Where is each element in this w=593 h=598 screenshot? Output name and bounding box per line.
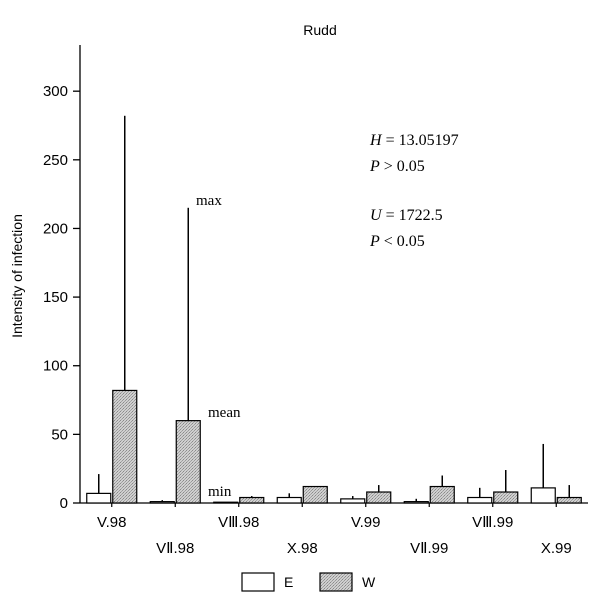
y-tick-label: 0 [60,495,68,512]
annotation-mean: mean [208,405,241,421]
legend-label-w: W [362,574,376,590]
bar-w [302,485,328,504]
x-tick-label: V.98 [97,514,126,531]
bar-w [556,496,582,504]
y-tick-label: 150 [43,289,68,306]
x-tick-label: VⅢ.98 [218,514,259,531]
chart-title: Rudd [303,22,336,38]
y-tick-label: 250 [43,152,68,169]
x-tick-label: VⅡ.98 [156,540,194,557]
annotation-max: max [196,193,222,209]
x-tick-label: X.98 [287,540,318,557]
bar-w [175,420,201,504]
y-tick-label: 50 [51,426,68,443]
stat-p2: P < 0.05 [369,233,425,250]
bar-e [467,496,493,504]
bar-e [149,501,175,504]
x-tick-label: VⅡ.99 [410,540,448,557]
legend-swatch-e [241,572,275,592]
legend-swatch-w [319,572,353,592]
y-tick-label: 100 [43,358,68,375]
bars [86,115,582,504]
x-tick-label: VⅢ.99 [472,514,513,531]
bar-w [429,485,455,504]
bar-e [530,487,556,504]
stat-p1-label: P [369,158,380,175]
statistics: H = 13.05197 P > 0.05 U = 1722.5 P < 0.0… [369,132,459,250]
bar-e [403,501,429,504]
stat-p2-value: < 0.05 [380,233,425,250]
stat-h-value: = 13.05197 [382,132,459,149]
stat-h-label: H [369,132,383,149]
x-tick-label: X.99 [541,540,572,557]
y-tick-label: 200 [43,220,68,237]
stat-p2-label: P [369,233,380,250]
y-axis-label: Intensity of infection [9,214,25,338]
x-axis: V.98 VⅡ.98 VⅢ.98 X.98 V.99 VⅡ.99 VⅢ.99 X.99 [80,502,588,557]
y-axis: 0 50 100 150 200 250 300 [43,45,81,512]
stat-p1-value: > 0.05 [380,158,425,175]
stat-u-label: U [370,207,383,224]
bar-w [366,491,392,504]
x-tick-label: V.99 [351,514,380,531]
bar-e [213,501,239,504]
bar-w [493,491,519,504]
annotations: max mean min [196,193,241,500]
bar-w [112,389,138,504]
bar-e [86,492,112,504]
y-tick-label: 300 [43,83,68,100]
stat-p1: P > 0.05 [369,158,425,175]
bar-e [340,498,366,504]
legend: E W [241,572,376,592]
annotation-min: min [208,484,232,500]
stat-u: U = 1722.5 [370,207,443,224]
bar-e [276,496,302,504]
stat-u-value: = 1722.5 [382,207,443,224]
stat-h: H = 13.05197 [369,132,459,149]
bar-w [239,496,265,504]
legend-label-e: E [284,574,293,590]
